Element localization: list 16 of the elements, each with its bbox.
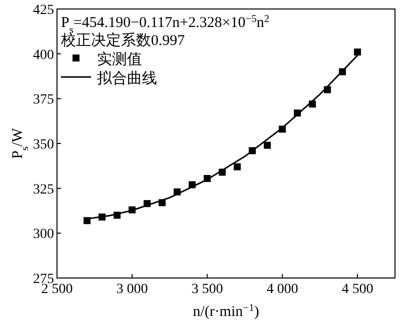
x-tick-label: 3 500 <box>191 282 223 297</box>
legend-label: 实测值 <box>97 51 142 68</box>
point <box>234 163 241 170</box>
legend-label: 拟合曲线 <box>97 70 157 87</box>
y-tick-label: 350 <box>33 138 54 152</box>
x-tick-label: 3 000 <box>116 282 148 297</box>
point <box>354 48 361 56</box>
x-tick-label: 4 500 <box>342 282 374 297</box>
y-tick-label: 375 <box>33 92 54 108</box>
x-axis-title: n/(r·min$^{−1}$) <box>192 302 260 320</box>
point <box>264 142 271 149</box>
x-tick-label: 4 000 <box>266 282 298 297</box>
y-tick-label: 325 <box>33 182 54 198</box>
y-tick-label: 300 <box>33 227 54 242</box>
y-tick-label: 400 <box>33 48 54 63</box>
y-tick-label: 425 <box>33 3 54 18</box>
